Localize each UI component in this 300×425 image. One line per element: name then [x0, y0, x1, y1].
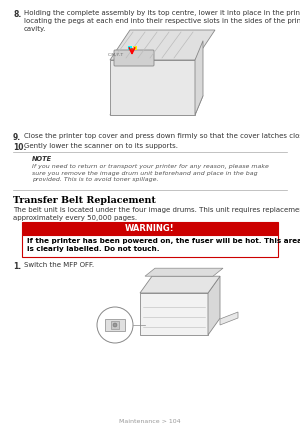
Text: 8.: 8. — [13, 10, 21, 19]
Circle shape — [113, 323, 117, 327]
Text: 10.: 10. — [13, 143, 26, 152]
Bar — [128, 46, 132, 50]
Text: 1.: 1. — [13, 262, 21, 271]
Bar — [133, 46, 137, 50]
Bar — [22, 222, 278, 235]
Bar — [111, 321, 119, 329]
Polygon shape — [110, 96, 203, 115]
Polygon shape — [140, 276, 220, 293]
Text: C,M,Y,T: C,M,Y,T — [108, 53, 124, 57]
Polygon shape — [208, 276, 220, 335]
Text: Maintenance > 104: Maintenance > 104 — [119, 419, 181, 424]
Text: If the printer has been powered on, the fuser will be hot. This area
is clearly : If the printer has been powered on, the … — [27, 238, 300, 252]
Text: NOTE: NOTE — [32, 156, 52, 162]
Text: 9.: 9. — [13, 133, 21, 142]
Text: If you need to return or transport your printer for any reason, please make
sure: If you need to return or transport your … — [32, 164, 269, 182]
Polygon shape — [220, 312, 238, 325]
Text: Switch the MFP OFF.: Switch the MFP OFF. — [24, 262, 94, 268]
Text: The belt unit is located under the four image drums. This unit requires replacem: The belt unit is located under the four … — [13, 207, 300, 221]
Text: Close the printer top cover and press down firmly so that the cover latches clos: Close the printer top cover and press do… — [24, 133, 300, 139]
Polygon shape — [145, 268, 223, 276]
Polygon shape — [195, 41, 203, 115]
Text: Transfer Belt Replacement: Transfer Belt Replacement — [13, 196, 156, 205]
FancyBboxPatch shape — [114, 50, 154, 66]
Polygon shape — [110, 60, 195, 115]
Text: Gently lower the scanner on to its supports.: Gently lower the scanner on to its suppo… — [24, 143, 178, 149]
Polygon shape — [110, 30, 215, 60]
Text: Holding the complete assembly by its top centre, lower it into place in the prin: Holding the complete assembly by its top… — [24, 10, 300, 32]
Text: WARNING!: WARNING! — [125, 224, 175, 233]
Bar — [105, 319, 125, 331]
Bar — [140, 293, 208, 335]
Bar — [22, 235, 278, 257]
